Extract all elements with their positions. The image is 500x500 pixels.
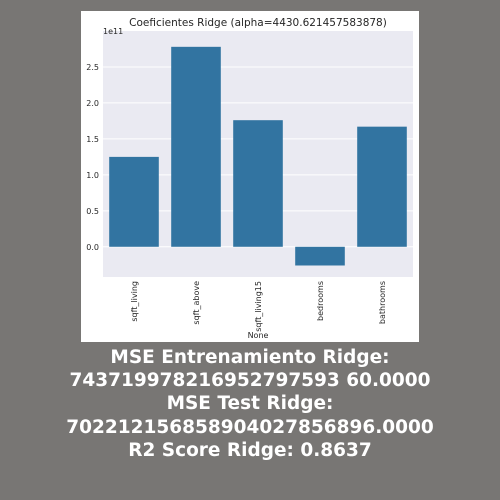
bar-bedrooms: [295, 246, 345, 266]
metrics-panel: MSE Entrenamiento Ridge: 743719978216952…: [0, 346, 500, 462]
bar-bathrooms: [357, 126, 407, 247]
y-tick-label: 0.5: [86, 207, 99, 216]
mse-train-label: MSE Entrenamiento Ridge:: [110, 347, 390, 368]
y-tick-label: 1.5: [86, 135, 99, 144]
chart-title: Coeficientes Ridge (alpha=4430.621457583…: [129, 17, 387, 29]
y-tick-label: 2.0: [86, 99, 99, 108]
ridge-coefficients-chart: 0.0 0.5 1.0 1.5 2.0 2.5 sqft_living sqft_above…: [86, 17, 413, 340]
x-tick-label: sqft_living: [130, 281, 139, 322]
x-axis-ticks: sqft_living sqft_above sqft_living15 bedroo…: [130, 281, 387, 332]
bar-sqft-living15: [233, 120, 283, 247]
x-axis-label: None: [248, 331, 269, 340]
x-tick-label: bedrooms: [316, 281, 325, 321]
x-tick-label: sqft_above: [192, 281, 201, 325]
bars: [109, 46, 407, 266]
mse-train-value: 743719978216952797593 60.0000: [69, 370, 431, 392]
y-tick-label: 2.5: [86, 63, 99, 72]
r2-score: R2 Score Ridge: 0.8637: [128, 439, 372, 461]
bar-sqft-above: [171, 46, 221, 247]
bar-sqft-living: [109, 156, 159, 247]
x-tick-label: bathrooms: [378, 281, 387, 324]
y-axis-ticks: 0.0 0.5 1.0 1.5 2.0 2.5: [86, 63, 99, 252]
x-tick-label: sqft_living15: [254, 281, 263, 332]
chart-card: 0.0 0.5 1.0 1.5 2.0 2.5 sqft_living sqft_above…: [81, 11, 419, 342]
y-tick-label: 0.0: [86, 243, 99, 252]
mse-test-value: 702212156858904027856896.0000: [66, 416, 434, 438]
y-tick-label: 1.0: [86, 171, 99, 180]
y-axis-offset-label: 1e11: [103, 27, 123, 36]
mse-test-label: MSE Test Ridge:: [166, 393, 334, 415]
